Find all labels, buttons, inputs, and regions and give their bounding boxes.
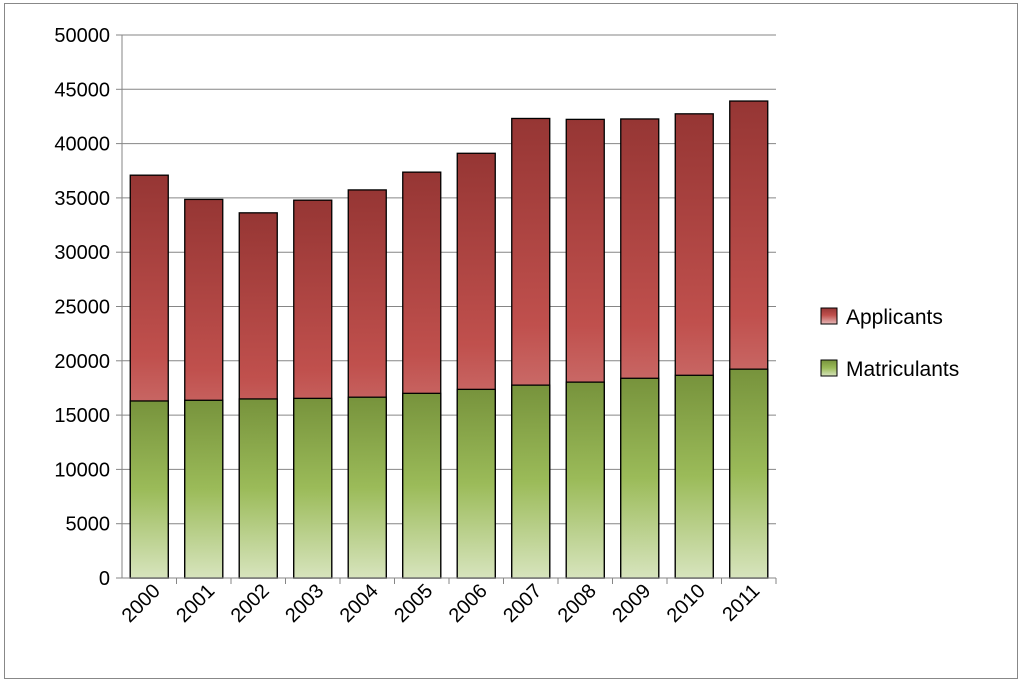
legend-label-applicants: Applicants — [846, 306, 943, 329]
bar-matriculants-2003 — [293, 397, 333, 579]
bar-matriculants-2008 — [565, 381, 605, 579]
legend-label-matriculants: Matriculants — [846, 358, 959, 381]
y-tick-label: 0 — [99, 568, 110, 590]
x-tick-label: 2006 — [445, 580, 492, 627]
bar-matriculants-2004 — [347, 396, 387, 579]
legend-swatch-applicants — [820, 307, 838, 325]
y-tick-label: 20000 — [54, 351, 110, 373]
y-tick-label: 50000 — [54, 25, 110, 47]
bar-matriculants-2006 — [456, 388, 496, 579]
x-tick-label: 2008 — [554, 580, 601, 627]
bar-matriculants-2002 — [238, 398, 278, 579]
y-tick-label: 5000 — [66, 514, 111, 536]
x-tick-label: 2009 — [608, 580, 655, 627]
y-tick-label: 45000 — [54, 79, 110, 101]
x-tick-label: 2007 — [499, 580, 546, 627]
y-tick-label: 25000 — [54, 297, 110, 319]
x-tick-label: 2001 — [172, 580, 219, 627]
bar-matriculants-2001 — [184, 399, 224, 579]
legend-swatch-matriculants — [820, 359, 838, 377]
y-tick-label: 15000 — [54, 405, 110, 427]
bar-matriculants-2000 — [129, 400, 169, 579]
x-tick-label: 2005 — [390, 580, 437, 627]
x-tick-label: 2003 — [281, 580, 328, 627]
bar-matriculants-2011 — [729, 368, 769, 579]
x-tick-label: 2010 — [663, 580, 710, 627]
bar-matriculants-2010 — [674, 374, 714, 579]
y-tick-label: 35000 — [54, 188, 110, 210]
x-tick-label: 2004 — [336, 580, 383, 627]
bar-matriculants-2005 — [402, 392, 442, 579]
y-tick-label: 40000 — [54, 134, 110, 156]
x-tick-label: 2002 — [227, 580, 274, 627]
y-tick-label: 10000 — [54, 459, 110, 481]
x-tick-label: 2011 — [718, 580, 764, 626]
y-tick-label: 30000 — [54, 242, 110, 264]
x-tick-label: 2000 — [118, 580, 165, 627]
bar-matriculants-2009 — [620, 377, 660, 579]
bar-matriculants-2007 — [511, 384, 551, 579]
chart-frame — [4, 3, 1018, 679]
